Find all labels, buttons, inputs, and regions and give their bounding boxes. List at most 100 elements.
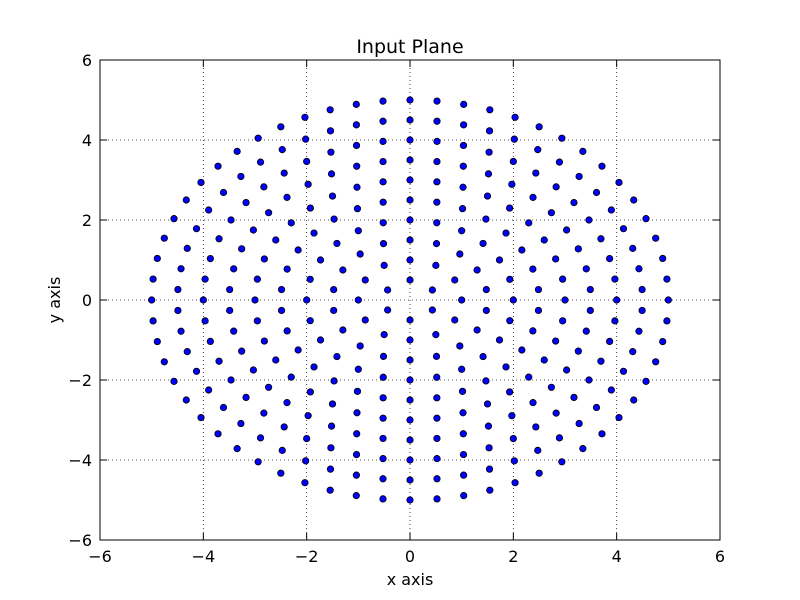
x-tick-label: −4 (192, 547, 216, 566)
scatter-point (330, 306, 338, 315)
scatter-point (310, 363, 318, 371)
scatter-point (458, 296, 466, 304)
scatter-point (534, 306, 543, 315)
scatter-point (458, 387, 467, 395)
scatter-point (361, 316, 369, 324)
x-tick-label: 2 (508, 547, 518, 566)
scatter-point (306, 317, 314, 325)
scatter-point (506, 275, 514, 283)
scatter-point (473, 266, 481, 274)
scatter-point (510, 457, 518, 465)
scatter-point (509, 157, 517, 166)
scatter-point (518, 346, 526, 354)
scatter-point (260, 255, 268, 263)
scatter-point (354, 227, 362, 235)
scatter-point (353, 430, 361, 438)
scatter-point (254, 134, 262, 142)
scatter-point (611, 275, 619, 283)
scatter-point (306, 204, 314, 212)
scatter-point (238, 347, 246, 355)
scatter-point (597, 235, 605, 243)
scatter-point (384, 286, 392, 294)
scatter-point (353, 183, 361, 191)
scatter-point (570, 198, 578, 207)
scatter-point (406, 176, 414, 184)
scatter-point (433, 434, 441, 443)
scatter-point (485, 465, 494, 473)
scatter-point (406, 256, 414, 264)
scatter-point (630, 396, 638, 404)
scatter-point (265, 209, 273, 217)
scatter-point (642, 215, 650, 223)
scatter-point (406, 216, 414, 224)
scatter-point (433, 373, 441, 381)
scatter-point (432, 240, 441, 248)
scatter-point (460, 121, 468, 129)
scatter-point (380, 261, 388, 269)
scatter-point (379, 97, 387, 105)
scatter-point (326, 465, 335, 473)
scatter-point (433, 117, 441, 125)
scatter-point (579, 445, 587, 453)
y-axis-label: y axis (45, 277, 64, 324)
scatter-point (294, 246, 302, 254)
scatter-point (306, 388, 314, 396)
scatter-point (555, 158, 564, 166)
scatter-point (485, 148, 493, 156)
scatter-point (265, 383, 273, 391)
scatter-point (460, 100, 468, 108)
scatter-point (352, 492, 360, 500)
scatter-point (558, 134, 566, 142)
scatter-point (652, 358, 660, 366)
scatter-point (406, 136, 414, 144)
scatter-point (253, 317, 261, 325)
scatter-point (535, 469, 543, 477)
scatter-point (352, 450, 361, 459)
x-tick-label: −2 (295, 547, 319, 566)
scatter-point (406, 116, 414, 124)
scatter-point (303, 296, 311, 304)
scatter-point (529, 265, 537, 273)
scatter-point (406, 476, 414, 484)
scatter-point (283, 265, 291, 273)
chart-title: Input Plane (356, 36, 463, 58)
scatter-point (433, 394, 441, 402)
scatter-point (615, 178, 623, 187)
scatter-point (379, 117, 387, 125)
scatter-point (511, 113, 519, 121)
scatter-point (534, 446, 542, 454)
scatter-point (214, 430, 222, 438)
scatter-point (277, 123, 285, 131)
scatter-point (237, 419, 245, 428)
scatter-point (652, 234, 660, 242)
scatter-point (327, 444, 335, 452)
scatter-point (219, 403, 228, 412)
scatter-point (592, 188, 601, 197)
scatter-point (459, 162, 467, 170)
scatter-point (277, 285, 286, 294)
scatter-point (330, 215, 338, 223)
scatter-point (432, 261, 440, 269)
scatter-point (330, 377, 338, 385)
scatter-point (659, 254, 667, 263)
scatter-point (495, 336, 504, 344)
scatter-point (379, 352, 388, 360)
scatter-point (183, 244, 191, 252)
scatter-point (502, 229, 510, 237)
scatter-point (170, 377, 178, 385)
scatter-point (663, 317, 671, 325)
scatter-point (606, 254, 614, 263)
scatter-point (552, 409, 560, 417)
scatter-point (575, 419, 583, 428)
scatter-point (352, 141, 361, 150)
scatter-point (579, 147, 587, 155)
scatter-point (260, 183, 268, 191)
scatter-point (339, 266, 347, 274)
scatter-point (253, 275, 261, 283)
scatter-point (525, 373, 533, 381)
scatter-point (458, 227, 466, 235)
scatter-point (379, 178, 387, 186)
scatter-point (227, 376, 235, 384)
scatter-point (619, 225, 628, 233)
scatter-point (552, 255, 560, 263)
